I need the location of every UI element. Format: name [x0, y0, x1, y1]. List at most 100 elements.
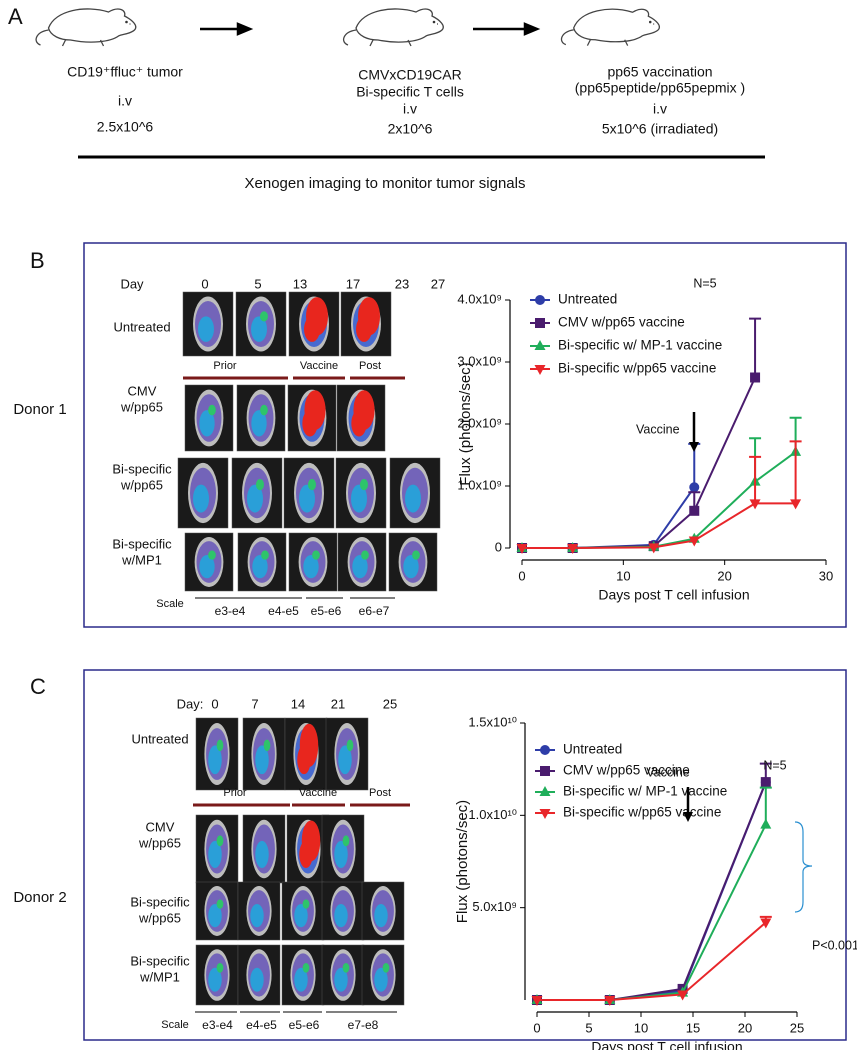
row-label: w/pp65	[120, 399, 163, 414]
signal	[374, 904, 388, 928]
signal	[250, 967, 264, 992]
step-text: i.v	[118, 93, 132, 109]
signal	[199, 555, 215, 579]
x-tick-label: 30	[819, 568, 833, 583]
arrows	[200, 22, 541, 36]
row-label: w/MP1	[139, 969, 180, 984]
signal	[412, 550, 420, 560]
phase-label: Vaccine	[300, 360, 338, 372]
marker	[604, 996, 616, 1006]
scale-range: e6-e7	[359, 604, 390, 618]
legend-label: Untreated	[558, 292, 617, 307]
step-text: i.v	[653, 101, 667, 117]
day: 17	[346, 276, 360, 291]
donor-label: Donor 1	[13, 401, 66, 418]
donor-label: Donor 2	[13, 889, 66, 906]
phase-label: Prior	[223, 787, 247, 799]
marker	[760, 777, 771, 788]
y-tick-label: 4.0x10⁹	[457, 291, 502, 306]
marker	[539, 809, 551, 819]
row-label: Bi-specific	[112, 461, 172, 476]
scale-range: e4-e5	[246, 1018, 277, 1032]
error-bar	[749, 317, 762, 378]
x-axis-label: Days post T cell infusion	[591, 1039, 742, 1050]
day: 7	[251, 696, 258, 711]
y-tick-label: 2.0x10⁹	[457, 415, 502, 430]
annotation: Vaccine	[646, 765, 690, 779]
signal	[302, 899, 310, 909]
x-tick-label: 10	[616, 568, 630, 583]
step-text: CMVxCD19CAR	[358, 67, 461, 83]
x-axis-label: Days post T cell infusion	[598, 587, 749, 603]
marker	[750, 372, 761, 383]
step-text: 2x10^6	[388, 121, 433, 137]
signal	[294, 967, 308, 992]
annotation: N=5	[763, 758, 786, 772]
y-axis-label: Flux (photons/sec)	[457, 362, 474, 485]
row-label: CMV	[146, 819, 175, 834]
x-tick-label: 0	[518, 568, 525, 583]
scale-label: Scale	[161, 1019, 189, 1031]
signal	[299, 723, 319, 767]
x-tick-label: 15	[686, 1020, 700, 1035]
signal	[360, 479, 368, 491]
step-text: 5x10^6 (irradiated)	[602, 121, 718, 137]
y-tick-label: 1.0x10⁹	[457, 477, 502, 492]
phase-label: Prior	[213, 360, 237, 372]
signal	[374, 967, 388, 992]
day: 21	[331, 696, 345, 711]
y-axis-label: Flux (photons/sec)	[454, 800, 471, 923]
signal	[342, 835, 350, 847]
mouse-icon	[35, 8, 137, 47]
panel-frame	[83, 669, 847, 1041]
marker	[648, 543, 660, 554]
y-tick-label: 1.5x10¹⁰	[468, 714, 517, 729]
signal	[261, 550, 269, 560]
series-line	[537, 921, 767, 1001]
phase-label: Vaccine	[299, 787, 337, 799]
signal	[312, 550, 320, 560]
scale-range: e3-e4	[202, 1018, 233, 1032]
day-label: Day:	[177, 696, 204, 711]
signal	[208, 745, 222, 775]
series-line	[522, 486, 696, 549]
signal	[334, 904, 348, 928]
day: 5	[254, 276, 261, 291]
panel-frame	[83, 242, 847, 628]
annotation: Vaccine	[636, 422, 680, 436]
marker	[760, 818, 772, 829]
signal	[346, 739, 354, 752]
signal	[302, 963, 310, 973]
day: 0	[211, 696, 218, 711]
error-bar	[789, 440, 802, 504]
signal	[303, 555, 319, 579]
signal	[351, 484, 367, 513]
x-tick-label: 20	[738, 1020, 752, 1035]
marker	[677, 990, 689, 1001]
step-text: CD19⁺ffluc⁺ tumor	[67, 64, 183, 80]
day-label: Day	[120, 276, 144, 291]
x-tick-label: 5	[585, 1020, 592, 1035]
signal	[208, 550, 216, 560]
signal	[342, 963, 350, 973]
signal	[216, 835, 224, 847]
signal	[334, 967, 348, 992]
scale-range: e4-e5	[268, 604, 299, 618]
panel-label: A	[8, 4, 23, 29]
legend-label: Bi-specific w/pp65 vaccine	[558, 361, 716, 376]
day: 25	[383, 696, 397, 711]
day: 14	[291, 696, 305, 711]
row-label: CMV	[128, 383, 157, 398]
marker	[539, 786, 551, 796]
marker	[567, 544, 579, 554]
caption: Xenogen imaging to monitor tumor signals	[245, 175, 526, 192]
signal	[304, 390, 326, 430]
x-tick-label: 25	[790, 1020, 804, 1035]
signal	[306, 297, 328, 336]
row-label: w/pp65	[138, 910, 181, 925]
legend-label: Bi-specific w/ MP-1 vaccine	[558, 338, 722, 353]
step-text: i.v	[403, 101, 417, 117]
series-line	[537, 824, 767, 1001]
legend-label: Bi-specific w/pp65 vaccine	[563, 805, 721, 820]
